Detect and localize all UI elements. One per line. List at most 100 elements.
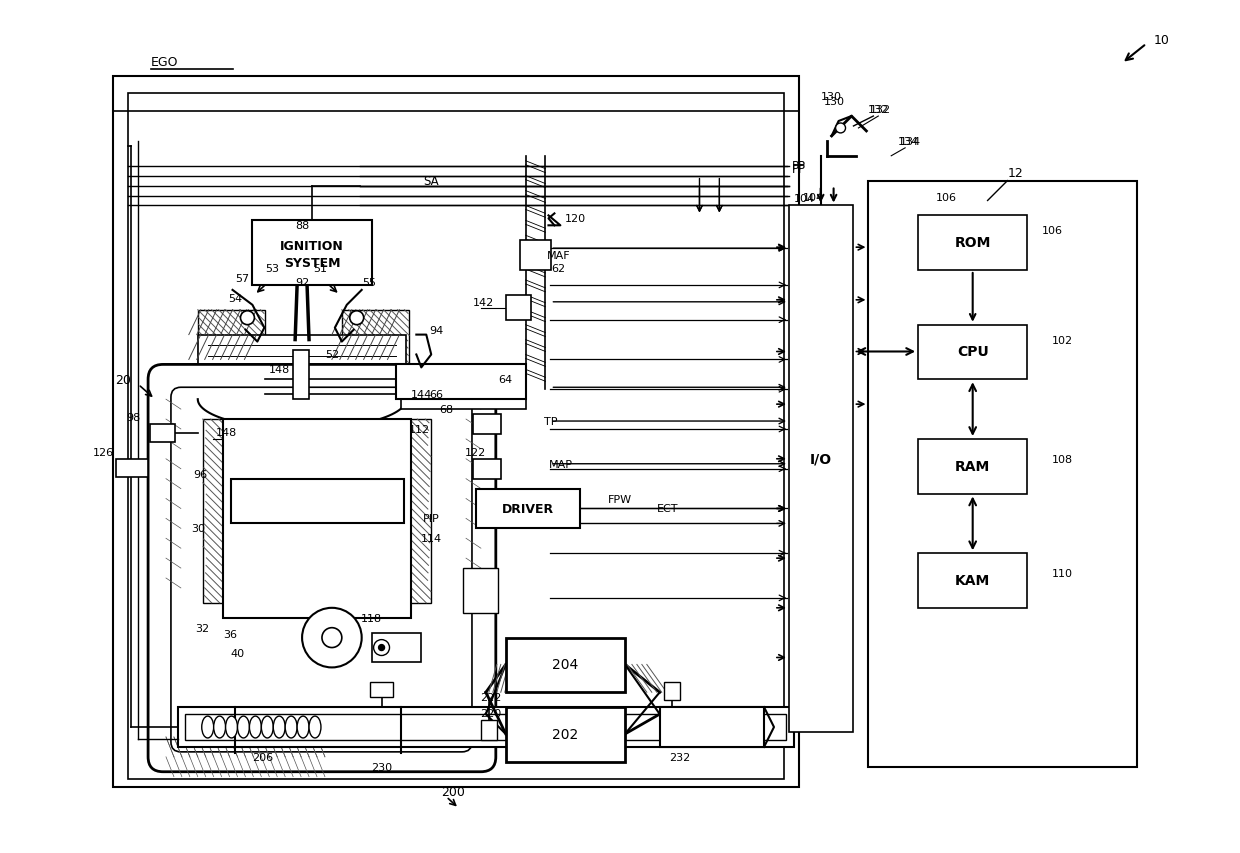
Text: EGO: EGO	[151, 55, 179, 69]
Bar	[177, 707, 794, 747]
Bar	[660, 707, 764, 747]
Text: 122: 122	[465, 447, 486, 457]
Text: 64: 64	[498, 374, 513, 385]
Text: 51: 51	[312, 264, 327, 274]
Text: 130: 130	[825, 97, 846, 107]
Ellipse shape	[285, 717, 298, 738]
Text: 88: 88	[295, 221, 309, 231]
Text: TP: TP	[543, 416, 557, 426]
Text: 222: 222	[480, 693, 501, 702]
Bar	[918, 554, 1027, 608]
FancyBboxPatch shape	[171, 388, 472, 752]
Text: 92: 92	[295, 277, 309, 287]
Text: 134: 134	[898, 136, 919, 147]
Ellipse shape	[273, 717, 285, 738]
Bar	[472, 459, 501, 479]
Text: 108: 108	[1052, 455, 1073, 464]
Circle shape	[350, 311, 363, 325]
Text: 142: 142	[474, 298, 495, 307]
Text: 132: 132	[868, 105, 889, 115]
Text: 120: 120	[564, 214, 585, 224]
Bar	[202, 420, 233, 603]
Text: 144: 144	[410, 390, 432, 400]
Text: 220: 220	[480, 708, 501, 718]
Text: 112: 112	[409, 425, 430, 434]
Bar	[342, 310, 409, 400]
Ellipse shape	[309, 717, 321, 738]
Text: 148: 148	[216, 427, 237, 438]
Bar	[397, 365, 526, 400]
Circle shape	[373, 640, 389, 656]
Bar	[918, 439, 1027, 494]
Ellipse shape	[213, 717, 226, 738]
Bar	[506, 295, 531, 321]
Text: 10: 10	[1153, 34, 1169, 47]
Text: 94: 94	[429, 325, 444, 335]
FancyBboxPatch shape	[148, 365, 496, 772]
Ellipse shape	[226, 717, 238, 738]
Text: 106: 106	[936, 192, 957, 202]
Text: PP: PP	[792, 163, 806, 176]
Text: 52: 52	[325, 350, 339, 360]
Text: 54: 54	[228, 293, 243, 304]
Text: 57: 57	[236, 274, 249, 284]
Text: 134: 134	[899, 136, 920, 147]
Text: 104: 104	[804, 194, 825, 203]
Text: ROM: ROM	[955, 236, 991, 250]
Text: 102: 102	[1052, 335, 1073, 345]
Bar	[113, 78, 799, 786]
Text: 40: 40	[231, 647, 244, 658]
Bar	[520, 241, 552, 270]
Bar	[372, 633, 422, 663]
Bar	[150, 425, 175, 443]
Bar	[506, 707, 625, 762]
Bar	[185, 714, 786, 740]
Text: PIP: PIP	[423, 514, 440, 524]
Text: MAF: MAF	[547, 251, 570, 261]
Text: 126: 126	[93, 447, 114, 457]
Ellipse shape	[298, 717, 309, 738]
Circle shape	[322, 628, 342, 647]
Ellipse shape	[238, 717, 249, 738]
Text: I/O: I/O	[810, 452, 832, 467]
Text: ECT: ECT	[657, 504, 678, 514]
Text: 32: 32	[196, 623, 210, 633]
Bar	[402, 420, 432, 603]
Text: DRIVER: DRIVER	[501, 502, 554, 515]
Ellipse shape	[262, 717, 273, 738]
Circle shape	[241, 311, 254, 325]
Bar	[223, 420, 412, 618]
Bar	[197, 310, 265, 400]
Bar	[197, 335, 407, 409]
Text: 148: 148	[269, 365, 290, 375]
Text: 232: 232	[670, 752, 691, 762]
Text: 130: 130	[821, 92, 842, 102]
Text: 68: 68	[439, 404, 453, 415]
Text: 55: 55	[362, 277, 377, 287]
Bar	[370, 682, 393, 698]
Text: SYSTEM: SYSTEM	[284, 256, 340, 270]
Bar	[789, 206, 853, 732]
Bar	[128, 94, 784, 779]
Bar	[117, 459, 148, 477]
Text: 96: 96	[193, 469, 208, 479]
Text: KAM: KAM	[955, 573, 991, 588]
Text: 200: 200	[441, 785, 465, 798]
Text: 20: 20	[115, 374, 131, 386]
Text: 110: 110	[1052, 568, 1073, 578]
Bar	[253, 221, 372, 286]
Bar	[918, 216, 1027, 270]
Text: 66: 66	[429, 390, 443, 400]
Circle shape	[836, 124, 846, 134]
Text: 204: 204	[552, 658, 579, 671]
Text: CPU: CPU	[957, 345, 988, 359]
Text: 12: 12	[1007, 167, 1023, 180]
Text: 106: 106	[1042, 226, 1063, 236]
Text: 104: 104	[795, 194, 816, 204]
Text: MAP: MAP	[548, 459, 573, 469]
Bar	[481, 720, 497, 740]
Text: PP: PP	[792, 160, 806, 173]
Text: 230: 230	[371, 762, 392, 772]
Text: 202: 202	[552, 727, 579, 741]
Text: 98: 98	[126, 413, 140, 422]
